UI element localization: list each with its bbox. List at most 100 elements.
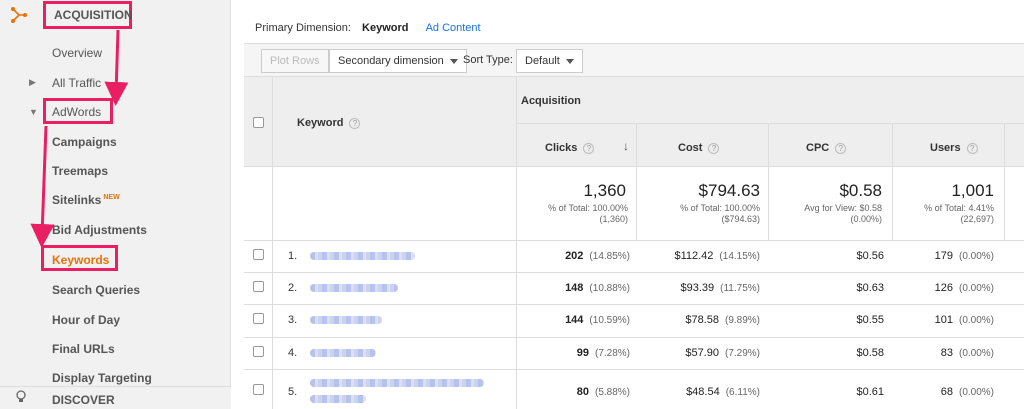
help-icon[interactable]: ?	[349, 117, 361, 129]
redacted-keyword[interactable]	[310, 349, 376, 357]
row-clicks-value: 99	[576, 347, 589, 359]
grid-line	[244, 304, 1024, 305]
help-icon[interactable]: ?	[708, 142, 720, 154]
table-header	[244, 77, 1024, 167]
sidebar-item-keywords[interactable]: Keywords	[52, 253, 110, 267]
total-users-line2: (22,697)	[960, 214, 994, 224]
row-number: 2.	[288, 282, 298, 294]
row-checkbox[interactable]	[253, 281, 264, 292]
row-clicks-pct: (10.59%)	[589, 315, 630, 326]
grid-line	[516, 123, 1024, 124]
keyword-column-header[interactable]: Keyword?	[297, 117, 361, 129]
discover-label: DISCOVER	[52, 393, 115, 407]
clicks-column-header[interactable]: Clicks?	[545, 142, 595, 154]
row-cost-pct: (7.29%)	[724, 348, 760, 359]
total-cpc-pct: Avg for View: $0.58 (0.00%)	[770, 203, 882, 225]
row-checkbox[interactable]	[253, 313, 264, 324]
chevron-down-icon	[449, 58, 458, 64]
cpc-header-label: CPC	[806, 142, 830, 154]
plot-rows-button[interactable]: Plot Rows	[261, 49, 329, 73]
dimension-keyword[interactable]: Keyword	[362, 22, 409, 34]
sidebar-item-treemaps[interactable]: Treemaps	[52, 164, 109, 178]
users-column-header[interactable]: Users?	[930, 142, 978, 154]
row-clicks-pct: (14.85%)	[589, 251, 630, 262]
grid-line	[768, 123, 769, 240]
row-cpc: $0.55	[856, 314, 884, 326]
sidebar-item-final-urls[interactable]: Final URLs	[52, 342, 115, 356]
grid-line	[272, 77, 273, 409]
redacted-keyword[interactable]	[310, 395, 366, 403]
sort-type-dropdown[interactable]: Default	[516, 49, 583, 73]
data-table: Keyword? Acquisition Clicks? ↓ Cost? CPC…	[244, 77, 1024, 409]
row-users-pct: (0.00%)	[958, 283, 994, 294]
row-clicks-pct: (7.28%)	[594, 348, 630, 359]
acquisition-label: ACQUISITION	[43, 1, 133, 29]
total-cost-line1: % of Total: 100.00%	[680, 203, 760, 213]
new-badge: NEW	[103, 194, 120, 201]
row-checkbox[interactable]	[253, 384, 264, 395]
row-users-pct: (0.00%)	[958, 387, 994, 398]
select-all-checkbox[interactable]	[253, 117, 264, 128]
cost-column-header[interactable]: Cost?	[678, 142, 720, 154]
help-icon[interactable]: ?	[835, 142, 847, 154]
total-cpc-line1: Avg for View: $0.58	[804, 203, 882, 213]
grid-line	[244, 272, 1024, 273]
grid-line	[516, 77, 517, 409]
help-icon[interactable]: ?	[966, 142, 978, 154]
row-users-pct: (0.00%)	[958, 251, 994, 262]
collapse-arrow-icon[interactable]: ▼	[29, 107, 38, 117]
discover-section[interactable]: DISCOVER	[0, 386, 231, 409]
row-users-pct: (0.00%)	[958, 348, 994, 359]
row-users: 101 (0.00%)	[894, 314, 994, 326]
grid-line	[892, 123, 893, 240]
grid-line	[1004, 123, 1005, 240]
row-users-value: 68	[940, 386, 953, 398]
expand-arrow-icon[interactable]: ▶	[29, 77, 36, 87]
secondary-dimension-dropdown[interactable]: Secondary dimension	[329, 49, 467, 73]
row-cost: $93.39 (11.75%)	[638, 282, 761, 294]
row-cost-value: $93.39	[680, 282, 715, 294]
redacted-keyword[interactable]	[310, 252, 415, 260]
table-toolbar: Plot Rows Secondary dimension Sort Type:…	[244, 43, 1024, 77]
acquisition-header[interactable]: ACQUISITION	[0, 0, 231, 30]
redacted-keyword[interactable]	[310, 379, 484, 387]
sort-descending-icon[interactable]: ↓	[623, 139, 629, 153]
total-cpc-line2: (0.00%)	[850, 214, 882, 224]
total-cost-line2: ($794.63)	[721, 214, 760, 224]
sidebar-item-hour-of-day[interactable]: Hour of Day	[52, 313, 121, 327]
help-icon[interactable]: ?	[583, 142, 595, 154]
total-cost: $794.63	[698, 181, 760, 200]
row-checkbox[interactable]	[253, 346, 264, 357]
row-users: 179 (0.00%)	[894, 250, 994, 262]
sidebar-item-adwords[interactable]: AdWords	[52, 105, 102, 119]
sidebar-item-search-queries[interactable]: Search Queries	[52, 283, 141, 297]
sidebar-item-bid-adjustments[interactable]: Bid Adjustments	[52, 223, 147, 237]
redacted-keyword[interactable]	[310, 316, 382, 324]
row-clicks: 80 (5.88%)	[516, 386, 630, 398]
users-header-label: Users	[930, 142, 961, 154]
row-clicks-pct: (5.88%)	[594, 387, 630, 398]
sidebar: ACQUISITION Overview ▶ All Traffic ▼ AdW…	[0, 0, 231, 409]
sidebar-item-overview[interactable]: Overview	[52, 46, 103, 60]
total-clicks: 1,360	[583, 181, 626, 200]
grid-line	[244, 240, 1024, 241]
cpc-column-header[interactable]: CPC?	[806, 142, 847, 154]
lightbulb-icon	[16, 390, 26, 402]
row-checkbox[interactable]	[253, 249, 264, 260]
dimension-ad-content[interactable]: Ad Content	[425, 22, 481, 34]
row-clicks-value: 148	[565, 282, 584, 294]
row-users: 68 (0.00%)	[894, 386, 994, 398]
row-cost: $78.58 (9.89%)	[638, 314, 760, 326]
row-clicks-pct: (10.88%)	[589, 283, 630, 294]
redacted-keyword[interactable]	[310, 284, 398, 292]
sidebar-item-campaigns[interactable]: Campaigns	[52, 135, 117, 149]
sidebar-item-sitelinks[interactable]: Sitelinks NEW	[52, 193, 120, 207]
row-number: 5.	[288, 386, 298, 398]
acquisition-group-header: Acquisition	[521, 95, 581, 107]
row-clicks-value: 202	[565, 250, 584, 262]
sidebar-item-all-traffic[interactable]: All Traffic	[52, 76, 102, 90]
sidebar-item-display-targeting[interactable]: Display Targeting	[52, 371, 152, 385]
keyword-header-label: Keyword	[297, 117, 344, 129]
row-number: 3.	[288, 314, 298, 326]
row-cost-value: $112.42	[674, 250, 714, 262]
